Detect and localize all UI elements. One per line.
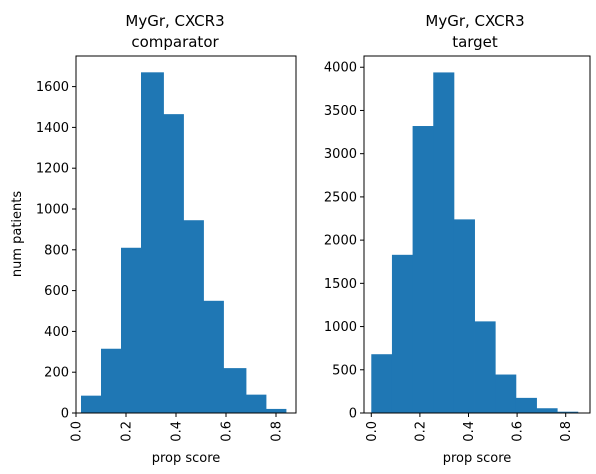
target-y-tick-label: 3500	[324, 104, 357, 119]
target-x-ticks: 0.0 0.2 0.4 0.6 0.8	[365, 413, 574, 442]
target-bar	[391, 254, 414, 413]
target-y-tick-label: 3000	[324, 147, 357, 162]
target-x-tick-label: 0.0	[365, 421, 380, 442]
comparator-bar	[121, 247, 142, 413]
comparator-bar	[81, 395, 102, 413]
comparator-y-tick-label: 400	[44, 325, 69, 340]
comparator-y-tick-label: 0	[61, 407, 69, 422]
target-y-ticks: 0 500 1000 1500 2000 2500 3000 3500 4000	[324, 61, 364, 422]
target-subplot: MyGr, CXCR3 target 0.0 0.2 0.4 0.6 0.8 0 500 1…	[324, 12, 591, 466]
comparator-x-tick-label: 0.6	[220, 421, 235, 442]
comparator-y-axis-label: num patients	[10, 191, 25, 278]
comparator-bar	[101, 348, 122, 413]
comparator-axes-frame	[75, 55, 297, 414]
target-x-tick-label: 0.4	[462, 421, 477, 442]
comparator-x-tick-label: 0.0	[70, 421, 85, 442]
comparator-y-tick-label: 200	[44, 366, 69, 381]
comparator-bar	[163, 114, 184, 413]
comparator-x-ticks: 0.0 0.2 0.4 0.6 0.8	[70, 413, 285, 442]
target-bar	[557, 411, 579, 413]
target-title-line1: MyGr, CXCR3	[425, 12, 524, 30]
target-y-tick-label: 500	[332, 363, 357, 378]
comparator-title-line2: comparator	[131, 33, 219, 51]
comparator-bar	[266, 408, 287, 413]
target-bar	[453, 219, 475, 413]
target-bars	[371, 72, 579, 413]
target-y-tick-label: 1000	[324, 320, 357, 335]
comparator-y-tick-label: 800	[44, 243, 69, 258]
target-bar	[536, 408, 558, 413]
comparator-y-tick-label: 1200	[36, 162, 69, 177]
target-title-line2: target	[452, 33, 498, 51]
target-bar	[474, 321, 496, 413]
comparator-y-tick-label: 1600	[36, 80, 69, 95]
target-bar	[371, 354, 393, 413]
target-y-tick-label: 4000	[324, 61, 357, 76]
comparator-bars	[81, 72, 287, 413]
comparator-bar	[246, 394, 267, 413]
target-x-axis-label: prop score	[443, 451, 512, 466]
comparator-y-ticks: 0 200 400 600 800 1000 1200 1400 1600	[36, 80, 76, 422]
target-x-tick-label: 0.6	[511, 421, 526, 442]
comparator-bar	[223, 368, 247, 413]
target-x-tick-label: 0.2	[413, 421, 428, 442]
comparator-x-tick-label: 0.4	[170, 421, 185, 442]
target-y-tick-label: 2500	[324, 190, 357, 205]
target-bar	[495, 374, 517, 413]
target-y-tick-label: 0	[349, 407, 357, 422]
comparator-y-tick-label: 1000	[36, 203, 69, 218]
comparator-y-tick-label: 1400	[36, 121, 69, 136]
comparator-x-tick-label: 0.8	[270, 421, 285, 442]
target-bar	[412, 126, 434, 413]
target-axes-frame	[363, 55, 591, 414]
comparator-title-line1: MyGr, CXCR3	[125, 12, 224, 30]
target-y-tick-label: 1500	[324, 277, 357, 292]
comparator-bar	[203, 300, 224, 413]
comparator-x-axis-label: prop score	[152, 451, 221, 466]
comparator-subplot: MyGr, CXCR3 comparator 0.0 0.2 0.4 0.6 0.8 0…	[10, 12, 297, 466]
target-bar	[515, 397, 537, 413]
target-bar	[433, 72, 455, 413]
comparator-x-tick-label: 0.2	[120, 421, 135, 442]
target-x-tick-label: 0.8	[559, 421, 574, 442]
comparator-bar	[141, 72, 164, 413]
comparator-y-tick-label: 600	[44, 284, 69, 299]
comparator-bar	[183, 220, 204, 413]
target-y-tick-label: 2000	[324, 234, 357, 249]
